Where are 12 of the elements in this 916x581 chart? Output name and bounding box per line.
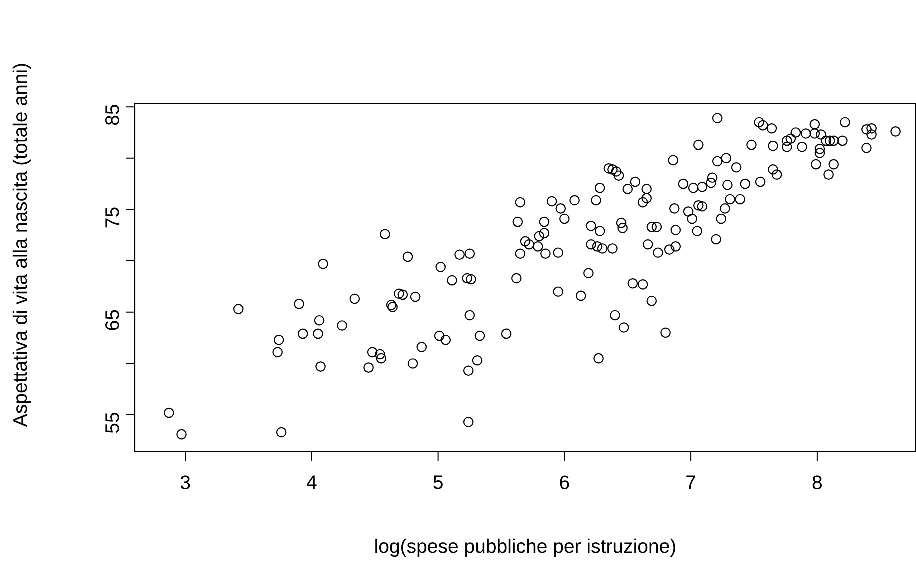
x-tick-label: 3 <box>180 476 190 490</box>
y-tick-label: 75 <box>106 208 120 228</box>
x-tick-label: 5 <box>434 476 443 490</box>
x-tick-label: 8 <box>812 476 822 490</box>
x-tick-label: 7 <box>686 476 696 490</box>
x-tick-label: 6 <box>560 476 570 490</box>
y-axis-title: Aspettativa di vita alla nascita (totale anni) <box>12 64 32 428</box>
y-tick-label: 65 <box>106 310 120 330</box>
x-axis-title: log(spese pubbliche per istruzione) <box>376 538 676 558</box>
y-tick-label: 55 <box>106 413 120 434</box>
x-tick-label: 4 <box>306 476 317 490</box>
y-tick-label: 85 <box>106 105 120 126</box>
